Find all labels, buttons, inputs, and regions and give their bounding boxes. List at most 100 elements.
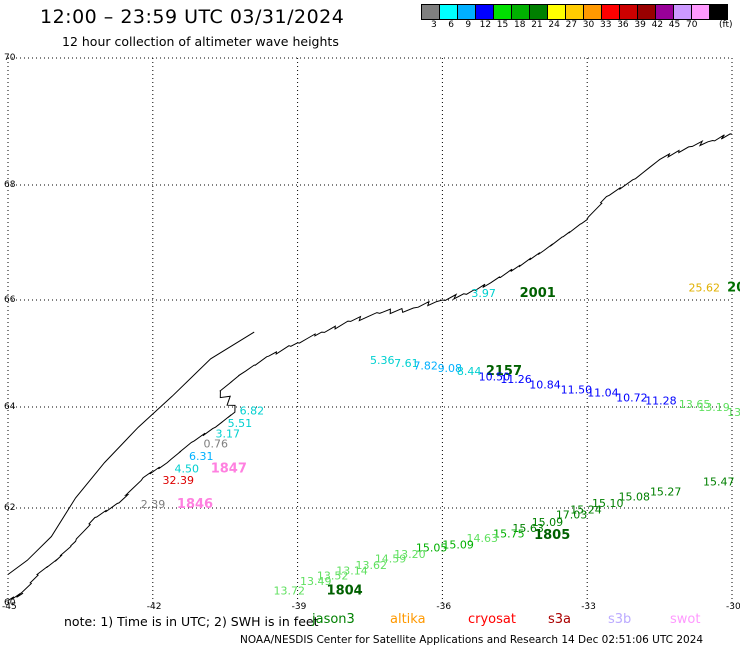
wave-height-label: 10.84 xyxy=(529,378,561,391)
wave-height-label: 13.19 xyxy=(698,401,730,414)
longitude-tick-label: -33 xyxy=(581,602,596,612)
wave-height-label: 15.09 xyxy=(442,538,474,551)
wave-height-label: 11.04 xyxy=(587,386,619,399)
wave-height-label: 5.36 xyxy=(370,354,395,367)
longitude-tick-label: -39 xyxy=(292,602,307,612)
wave-height-label: 15.27 xyxy=(650,485,682,498)
legend-label: 24 xyxy=(548,20,560,30)
wave-height-label: 14.63 xyxy=(467,532,499,545)
legend-label: 6 xyxy=(448,20,454,30)
longitude-tick-label: -45 xyxy=(2,602,17,612)
satellite-s3a: s3a xyxy=(548,612,572,627)
legend-label: 36 xyxy=(617,20,629,30)
map-grid xyxy=(7,57,733,603)
wave-height-label: 15.63 xyxy=(512,522,544,535)
legend-label: 9 xyxy=(465,20,472,30)
legend-label: 70 xyxy=(686,20,698,30)
wave-height-label: 15.05 xyxy=(416,542,448,555)
wave-height-label: 3.97 xyxy=(471,287,496,300)
wave-height-label: 2.39 xyxy=(141,498,166,511)
satellite-s3b: s3b xyxy=(608,612,632,627)
longitude-tick-label: -42 xyxy=(147,602,162,612)
wave-height-label: 13.20 xyxy=(394,548,426,561)
longitude-tick-label: -36 xyxy=(436,602,451,612)
wave-height-label: 13.14 xyxy=(336,565,368,578)
satellite-jason3: jason3 xyxy=(312,612,355,627)
latitude-tick-label: 68 xyxy=(4,180,16,190)
wave-height-label: 13.65 xyxy=(679,398,711,411)
map-tick-labels: 70 68 66 64 62 60-45 -42 -39 -36 -33 -30 xyxy=(2,53,740,612)
legend-label: 3 xyxy=(431,20,437,30)
wave-height-label: 25.62 xyxy=(689,281,721,294)
latitude-tick-label: 70 xyxy=(4,53,16,63)
legend-label: 42 xyxy=(651,20,664,30)
wave-height-label: 4.50 xyxy=(175,463,200,476)
inland-coastline-path xyxy=(7,331,255,575)
satellite-altika: altika xyxy=(390,612,426,627)
pass-time-label: 2001 xyxy=(520,286,556,301)
legend-label: 18 xyxy=(514,20,526,30)
pass-time-label: 1805 xyxy=(534,528,570,543)
page-subtitle: 12 hour collection of altimeter wave hei… xyxy=(62,34,339,49)
latitude-tick-label: 64 xyxy=(4,402,16,412)
wave-height-label: 10.72 xyxy=(616,392,648,405)
pass-time-label: 20 xyxy=(727,280,740,295)
legend-label: 33 xyxy=(600,20,612,30)
legend-label: 30 xyxy=(582,20,595,30)
wave-height-label: 8.44 xyxy=(457,365,482,378)
latitude-tick-label: 62 xyxy=(4,503,15,513)
pass-time-label: 1804 xyxy=(327,583,363,598)
wave-height-label: 0.76 xyxy=(203,437,228,450)
page-title: 12:00 – 23:59 UTC 03/31/2024 xyxy=(40,6,345,28)
wave-height-label: 10.50 xyxy=(479,370,511,383)
wave-height-label: 7.82 xyxy=(413,360,438,373)
greenland-coastline xyxy=(7,133,733,602)
latitude-tick-label: 60 xyxy=(4,598,16,608)
wave-readings: 25.62203.9720015.367.617.829.088.4421571… xyxy=(141,280,740,598)
wave-height-label: 11.26 xyxy=(500,373,532,386)
wave-height-label: 13.72 xyxy=(273,584,305,597)
wave-height-label: 13.55 xyxy=(727,406,740,419)
color-legend xyxy=(421,4,728,20)
wave-height-label: 15.08 xyxy=(619,490,651,503)
legend-label: 21 xyxy=(531,20,543,30)
legend-swatch xyxy=(709,4,728,20)
wave-height-label: 15.47 xyxy=(703,475,735,488)
legend-label: 39 xyxy=(634,20,646,30)
wave-height-label: 14.59 xyxy=(375,553,407,566)
wave-height-label: 13.62 xyxy=(356,559,388,572)
wave-height-label: 5.51 xyxy=(228,417,253,430)
pass-time-label: 1846 xyxy=(177,497,213,512)
wave-height-label: 11.28 xyxy=(645,394,677,407)
legend-label: 15 xyxy=(496,20,509,30)
wave-height-label: 15.10 xyxy=(592,497,624,510)
wave-height-label: 3.17 xyxy=(216,427,241,440)
satellite-cryosat: cryosat xyxy=(468,612,516,627)
longitude-tick-label: -30 xyxy=(726,602,740,612)
wave-height-label: 6.31 xyxy=(189,450,214,463)
wave-height-label: 6.82 xyxy=(240,405,265,418)
wave-height-label: 32.39 xyxy=(162,474,194,487)
color-legend-labels: 3 6 9 12 15 18 21 24 27 30 33 36 39 42 45 70 (ft) xyxy=(422,20,740,32)
legend-label: 45 xyxy=(668,20,681,30)
wave-height-label: 15.24 xyxy=(570,504,602,517)
wave-height-label: 13.52 xyxy=(317,569,349,582)
wave-height-label: 15.75 xyxy=(493,527,524,540)
latitude-tick-label: 66 xyxy=(4,295,16,305)
pass-time-label: 1847 xyxy=(211,462,247,477)
wave-height-label: 17.03 xyxy=(556,508,588,521)
wave-height-label: 9.08 xyxy=(438,362,463,375)
wave-height-label: 13.49 xyxy=(300,575,332,588)
legend-label: 12 xyxy=(479,20,492,30)
legend-label: 27 xyxy=(565,20,578,30)
wave-height-label: 11.50 xyxy=(561,384,593,397)
footer-note: note: 1) Time is in UTC; 2) SWH is in fe… xyxy=(64,614,319,629)
wave-height-label: 15.09 xyxy=(532,516,564,529)
satellite-swot: swot xyxy=(670,612,701,627)
pass-time-label: 2157 xyxy=(486,364,522,379)
credit-line: NOAA/NESDIS Center for Satellite Applica… xyxy=(240,634,704,646)
coastline-path xyxy=(7,133,733,602)
legend-unit: (ft) xyxy=(719,20,733,30)
wave-height-label: 7.61 xyxy=(394,357,419,370)
